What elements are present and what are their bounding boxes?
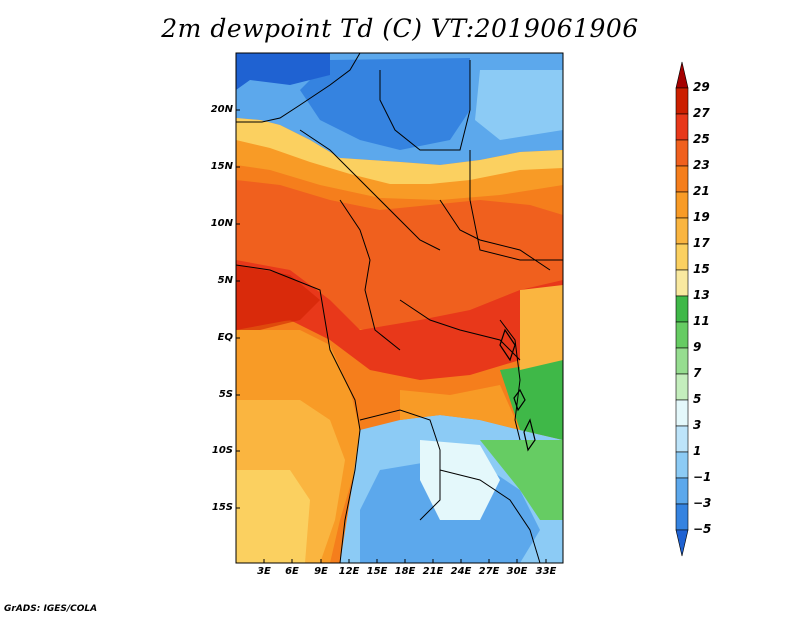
colorbar-segment — [675, 477, 689, 505]
colorbar-label: 19 — [693, 210, 710, 224]
grads-credit: GrADS: IGES/COLA — [4, 604, 98, 614]
colorbar-label: −5 — [693, 522, 712, 536]
colorbar-label: 23 — [693, 158, 710, 172]
lon-label-15e: 15E — [366, 566, 388, 577]
lon-label-3e: 3E — [257, 566, 271, 577]
colorbar-segment — [675, 61, 689, 89]
lat-label-10s: 10S — [211, 445, 233, 456]
lon-label-12e: 12E — [338, 566, 360, 577]
lon-label-24e: 24E — [450, 566, 472, 577]
colorbar-label: 29 — [693, 80, 710, 94]
colorbar-label: 27 — [693, 106, 710, 120]
colorbar-segment — [675, 243, 689, 271]
colorbar-segment — [675, 295, 689, 323]
colorbar — [675, 61, 689, 557]
lon-label-6e: 6E — [285, 566, 299, 577]
lat-label-eq: EQ — [217, 332, 233, 343]
colorbar-label: 15 — [693, 262, 710, 276]
colorbar-label: 5 — [693, 392, 702, 406]
lon-label-33e: 33E — [535, 566, 557, 577]
colorbar-segment — [675, 269, 689, 297]
colorbar-segment — [675, 399, 689, 427]
colorbar-label: 21 — [693, 184, 710, 198]
lon-label-9e: 9E — [314, 566, 328, 577]
colorbar-label: 7 — [693, 366, 702, 380]
colorbar-label: 17 — [693, 236, 710, 250]
colorbar-segment — [675, 217, 689, 245]
lon-ticks — [263, 559, 547, 563]
lon-label-21e: 21E — [422, 566, 444, 577]
colorbar-segment — [675, 139, 689, 167]
lon-label-30e: 30E — [506, 566, 528, 577]
lat-ticks — [236, 109, 240, 509]
colorbar-segment — [675, 87, 689, 115]
lat-label-15s: 15S — [211, 502, 233, 513]
colorbar-label: 11 — [693, 314, 710, 328]
colorbar-segment — [675, 373, 689, 401]
lat-label-20n: 20N — [210, 104, 233, 115]
colorbar-segment — [675, 425, 689, 453]
colorbar-segment — [675, 451, 689, 479]
colorbar-segment — [675, 113, 689, 141]
colorbar-label: 1 — [693, 444, 702, 458]
map-fields — [236, 53, 563, 563]
colorbar-segment — [675, 165, 689, 193]
map-title: 2m dewpoint Td (C) VT:2019061906 — [161, 14, 639, 43]
colorbar-label: 25 — [693, 132, 710, 146]
colorbar-segment — [675, 321, 689, 349]
colorbar-segment — [675, 191, 689, 219]
lat-label-15n: 15N — [210, 161, 233, 172]
colorbar-segment — [675, 529, 689, 557]
lon-label-18e: 18E — [394, 566, 416, 577]
colorbar-label: −1 — [693, 470, 712, 484]
map-frame — [235, 52, 564, 564]
colorbar-segment — [675, 347, 689, 375]
colorbar-label: 9 — [693, 340, 702, 354]
lat-label-10n: 10N — [210, 218, 233, 229]
lakes — [499, 328, 536, 452]
lon-label-27e: 27E — [478, 566, 500, 577]
colorbar-label: 13 — [693, 288, 710, 302]
colorbar-segment — [675, 503, 689, 531]
lat-label-5s: 5S — [218, 389, 233, 400]
lat-label-5n: 5N — [217, 275, 233, 286]
country-borders — [235, 52, 563, 564]
colorbar-label: 3 — [693, 418, 702, 432]
colorbar-label: −3 — [693, 496, 712, 510]
